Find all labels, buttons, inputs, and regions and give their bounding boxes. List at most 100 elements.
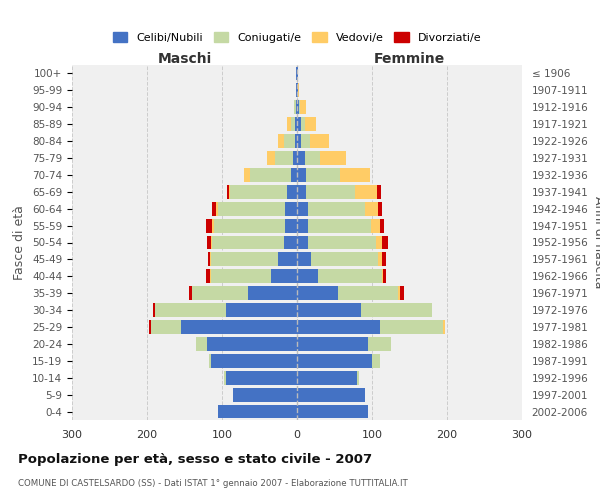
Bar [209, 354, 211, 368]
Bar [244, 168, 250, 182]
Bar [382, 270, 383, 283]
Bar [208, 252, 210, 266]
Bar [382, 236, 388, 250]
Bar [287, 117, 291, 131]
Bar [227, 185, 229, 198]
Bar [218, 404, 297, 418]
Bar [297, 270, 318, 283]
Bar [380, 320, 443, 334]
Bar [365, 202, 378, 215]
Bar [248, 286, 297, 300]
Bar [297, 185, 306, 198]
Bar [212, 202, 216, 215]
Bar [196, 337, 207, 351]
Bar [210, 252, 211, 266]
Bar [382, 252, 386, 266]
Bar [308, 236, 376, 250]
Bar [205, 218, 212, 232]
Bar [155, 303, 226, 317]
Bar [377, 185, 381, 198]
Bar [296, 100, 297, 114]
Bar [372, 354, 380, 368]
Bar [224, 371, 226, 384]
Bar [211, 354, 297, 368]
Bar [250, 168, 291, 182]
Text: Femmine: Femmine [374, 52, 445, 66]
Bar [378, 202, 382, 215]
Bar [295, 117, 297, 131]
Bar [297, 388, 365, 402]
Y-axis label: Anni di nascita: Anni di nascita [592, 196, 600, 289]
Bar [285, 202, 297, 215]
Bar [311, 252, 378, 266]
Bar [210, 270, 211, 283]
Bar [320, 151, 346, 165]
Y-axis label: Fasce di età: Fasce di età [13, 205, 26, 280]
Bar [301, 117, 305, 131]
Bar [284, 236, 297, 250]
Bar [296, 84, 297, 98]
Bar [297, 100, 299, 114]
Bar [211, 252, 278, 266]
Bar [291, 117, 295, 131]
Bar [229, 185, 230, 198]
Bar [368, 337, 391, 351]
Bar [297, 236, 308, 250]
Bar [284, 134, 295, 148]
Text: COMUNE DI CASTELSARDO (SS) - Dati ISTAT 1° gennaio 2007 - Elaborazione TUTTITALI: COMUNE DI CASTELSARDO (SS) - Dati ISTAT … [18, 478, 408, 488]
Bar [376, 236, 382, 250]
Bar [297, 354, 372, 368]
Bar [153, 303, 155, 317]
Bar [380, 218, 384, 232]
Legend: Celibi/Nubili, Coniugati/e, Vedovi/e, Divorziati/e: Celibi/Nubili, Coniugati/e, Vedovi/e, Di… [108, 28, 486, 48]
Bar [310, 134, 329, 148]
Bar [189, 286, 192, 300]
Bar [275, 151, 293, 165]
Bar [357, 371, 359, 384]
Bar [297, 286, 338, 300]
Bar [285, 218, 297, 232]
Bar [230, 185, 287, 198]
Bar [295, 134, 297, 148]
Bar [308, 202, 365, 215]
Bar [287, 185, 297, 198]
Bar [398, 286, 400, 300]
Bar [297, 168, 306, 182]
Bar [181, 320, 297, 334]
Bar [297, 303, 361, 317]
Bar [206, 270, 210, 283]
Bar [305, 151, 320, 165]
Bar [297, 66, 298, 80]
Bar [211, 270, 271, 283]
Bar [308, 218, 371, 232]
Bar [318, 270, 382, 283]
Bar [306, 168, 340, 182]
Bar [211, 236, 212, 250]
Bar [299, 100, 300, 114]
Bar [212, 218, 214, 232]
Bar [151, 320, 181, 334]
Bar [297, 371, 357, 384]
Bar [297, 252, 311, 266]
Bar [297, 320, 380, 334]
Bar [149, 320, 151, 334]
Bar [214, 218, 285, 232]
Bar [226, 371, 297, 384]
Bar [378, 252, 382, 266]
Bar [293, 151, 297, 165]
Bar [207, 337, 297, 351]
Bar [233, 388, 297, 402]
Bar [267, 151, 275, 165]
Bar [298, 84, 299, 98]
Bar [294, 100, 296, 114]
Bar [297, 134, 301, 148]
Bar [306, 185, 355, 198]
Bar [305, 117, 316, 131]
Bar [340, 168, 370, 182]
Bar [216, 202, 218, 215]
Bar [192, 286, 248, 300]
Bar [383, 270, 386, 283]
Bar [338, 286, 398, 300]
Bar [443, 320, 445, 334]
Bar [296, 66, 297, 80]
